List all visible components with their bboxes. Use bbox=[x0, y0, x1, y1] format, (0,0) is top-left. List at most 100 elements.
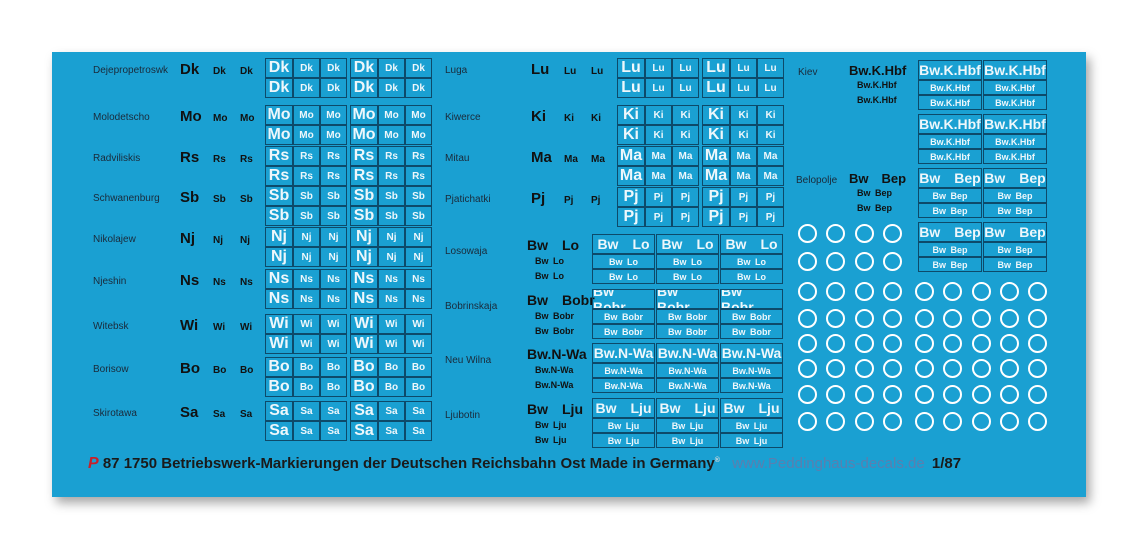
code-large: Bo bbox=[180, 360, 200, 377]
decal-cell: Ns bbox=[405, 269, 432, 289]
code-small: Wi bbox=[213, 322, 226, 333]
decal-cell: Wi bbox=[405, 314, 432, 334]
decal-cell-large: Ma bbox=[702, 146, 730, 166]
ring-decal bbox=[826, 282, 845, 301]
code-large: Ki bbox=[531, 108, 546, 125]
decal-cell-large: Bw Lo bbox=[720, 234, 783, 254]
decal-cell: Bw Bobr bbox=[592, 324, 655, 339]
decal-cell: Bw Bep bbox=[918, 203, 982, 218]
code-large: Sb bbox=[180, 189, 200, 206]
code-small: Lu bbox=[564, 66, 577, 77]
product-title: 87 1750 Betriebswerk-Markierungen der De… bbox=[102, 455, 715, 472]
decal-cell-large: Pj bbox=[702, 187, 730, 207]
decal-cell: Bw.K.Hbf bbox=[918, 134, 982, 149]
decal-cell: Bw Bobr bbox=[720, 309, 783, 324]
code-small: Bw.K.Hbf bbox=[857, 80, 897, 90]
decal-cell: Dk bbox=[293, 58, 320, 78]
decal-cell: Bw Lju bbox=[656, 418, 719, 433]
ring-decal bbox=[972, 412, 991, 431]
ring-decal bbox=[943, 334, 962, 353]
decal-cell: Lu bbox=[730, 78, 757, 98]
ring-decal bbox=[826, 334, 845, 353]
ring-decal bbox=[1028, 309, 1047, 328]
ring-decal bbox=[972, 385, 991, 404]
decal-cell: Bo bbox=[320, 357, 347, 377]
peddinghaus-logo-icon: P bbox=[88, 455, 99, 472]
decal-cell: Ki bbox=[672, 125, 699, 145]
ring-decal bbox=[883, 359, 902, 378]
decal-cell: Bo bbox=[405, 357, 432, 377]
decal-cell-large: Wi bbox=[265, 334, 293, 354]
code-small: Rs bbox=[213, 154, 226, 165]
ring-decal bbox=[798, 252, 817, 271]
decal-cell: Ns bbox=[320, 269, 347, 289]
decal-cell: Pj bbox=[730, 187, 757, 207]
decal-cell: Bo bbox=[378, 357, 405, 377]
decal-cell: Bw Bobr bbox=[656, 324, 719, 339]
decal-cell: Bw.K.Hbf bbox=[983, 95, 1047, 110]
code-large: Bw.K.Hbf bbox=[849, 63, 907, 78]
decal-cell: Bw.K.Hbf bbox=[918, 80, 982, 95]
decal-cell: Bo bbox=[378, 377, 405, 397]
decal-cell-large: Ns bbox=[350, 269, 378, 289]
decal-cell: Bw.K.Hbf bbox=[983, 80, 1047, 95]
code-large: Bw.N-Wa bbox=[527, 346, 587, 362]
station-label: Neu Wilna bbox=[445, 355, 492, 366]
decal-cell: Lu bbox=[672, 78, 699, 98]
code-small: Pj bbox=[591, 195, 601, 206]
code-small: Rs bbox=[240, 154, 253, 165]
decal-cell: Pj bbox=[672, 207, 699, 227]
ring-decal bbox=[855, 309, 874, 328]
decal-cell: Pj bbox=[757, 187, 784, 207]
ring-decal bbox=[883, 334, 902, 353]
ring-decal bbox=[826, 412, 845, 431]
decal-cell: Bw Bep bbox=[918, 257, 982, 272]
station-label: Losowaja bbox=[445, 246, 488, 257]
decal-cell: Mo bbox=[293, 105, 320, 125]
code-small: Bo bbox=[240, 365, 254, 376]
decal-cell: Dk bbox=[405, 58, 432, 78]
decal-cell-large: Bw Lju bbox=[592, 398, 655, 418]
decal-cell: Sa bbox=[405, 401, 432, 421]
ring-decal bbox=[1028, 359, 1047, 378]
decal-cell: Nj bbox=[293, 227, 320, 247]
decal-cell: Dk bbox=[378, 78, 405, 98]
decal-cell: Nj bbox=[293, 247, 320, 267]
website-link[interactable]: www.Peddinghaus-decals.de bbox=[732, 455, 925, 472]
decal-cell-large: Bw.N-Wa bbox=[592, 343, 655, 363]
decal-cell: Wi bbox=[405, 334, 432, 354]
decal-cell: Ki bbox=[730, 125, 757, 145]
decal-cell-large: Sa bbox=[265, 421, 293, 441]
decal-cell: Lu bbox=[672, 58, 699, 78]
decal-cell: Ki bbox=[672, 105, 699, 125]
decal-cell: Ns bbox=[293, 289, 320, 309]
ring-decal bbox=[798, 412, 817, 431]
code-small: Bw Bep bbox=[857, 188, 893, 198]
code-small: Nj bbox=[240, 235, 250, 246]
decal-cell-large: Lu bbox=[617, 78, 645, 98]
ring-decal bbox=[1028, 385, 1047, 404]
decal-cell: Bw Lo bbox=[656, 269, 719, 284]
decal-cell-large: Bo bbox=[265, 357, 293, 377]
ring-decal bbox=[883, 282, 902, 301]
decal-cell-large: Dk bbox=[350, 78, 378, 98]
ring-decal bbox=[943, 359, 962, 378]
station-label: Nikolajew bbox=[93, 234, 136, 245]
decal-sheet bbox=[52, 52, 1086, 497]
registered-mark: ® bbox=[714, 457, 720, 464]
code-small: Ma bbox=[564, 154, 578, 165]
scale-label: 1/87 bbox=[931, 455, 962, 472]
code-large: Ma bbox=[531, 149, 552, 166]
ring-decal bbox=[826, 224, 845, 243]
decal-cell: Bw.N-Wa bbox=[720, 363, 783, 378]
ring-decal bbox=[1000, 309, 1019, 328]
decal-cell-large: Bw Lo bbox=[656, 234, 719, 254]
decal-cell: Bw Bep bbox=[983, 242, 1047, 257]
code-small: Sb bbox=[213, 194, 226, 205]
code-large: Sa bbox=[180, 404, 199, 421]
decal-cell: Sb bbox=[320, 206, 347, 226]
decal-cell: Ma bbox=[672, 166, 699, 186]
decal-cell: Bw Bep bbox=[918, 188, 982, 203]
ring-decal bbox=[915, 412, 934, 431]
decal-cell: Sb bbox=[320, 186, 347, 206]
